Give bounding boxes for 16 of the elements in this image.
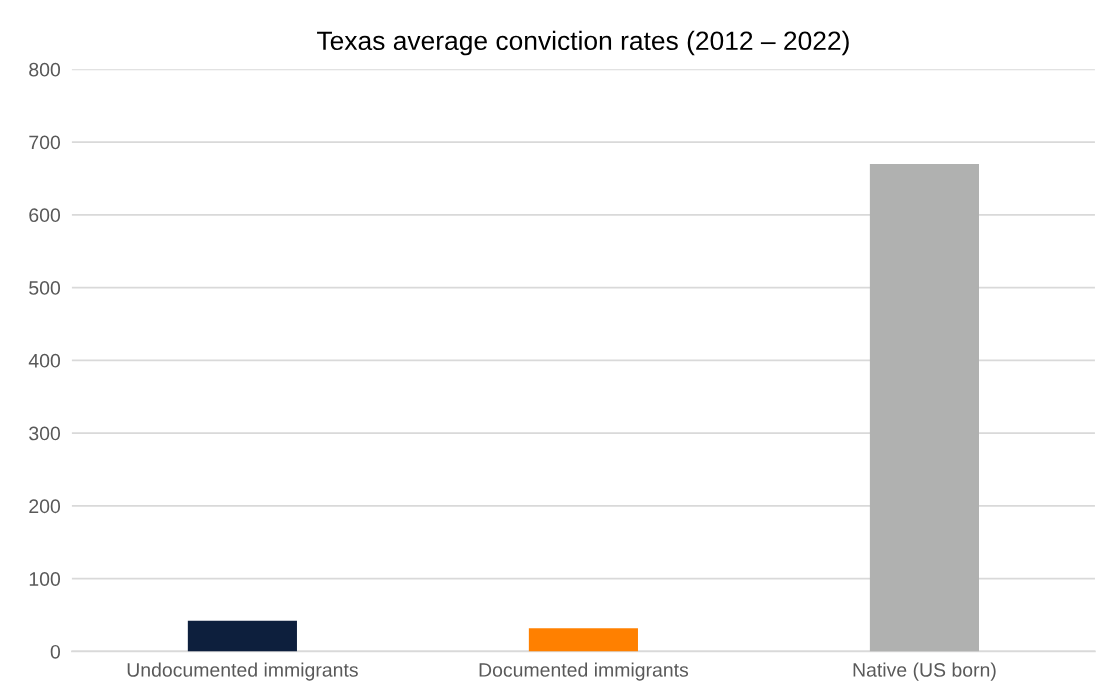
y-tick-label: 800 <box>29 62 61 77</box>
y-tick-label: 200 <box>29 499 61 514</box>
x-tick-label: Native (US born) <box>853 662 996 681</box>
y-tick-label: 100 <box>29 572 61 586</box>
y-tick-label: 700 <box>29 135 61 150</box>
bar <box>869 163 979 652</box>
y-tick-label: 0 <box>50 644 61 659</box>
chart-title: Texas average conviction rates (2012 – 2022) <box>317 30 849 56</box>
bar <box>528 628 638 652</box>
bar <box>187 620 297 652</box>
y-tick-label: 500 <box>29 281 61 295</box>
y-tick-label: 300 <box>29 426 61 441</box>
x-tick-label: Undocumented immigrants <box>127 662 358 681</box>
x-tick-label: Documented immigrants <box>479 662 689 681</box>
y-tick-label: 600 <box>29 208 61 223</box>
y-tick-label: 400 <box>28 353 61 368</box>
